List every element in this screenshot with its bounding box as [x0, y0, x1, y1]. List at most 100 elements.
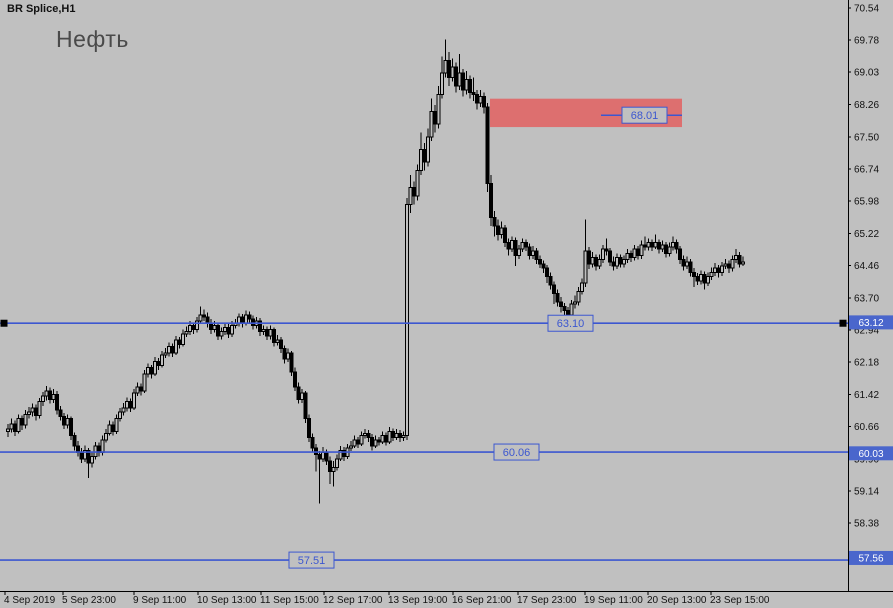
candle	[566, 310, 570, 316]
candle	[331, 466, 336, 473]
candle	[440, 72, 444, 95]
candle	[454, 66, 458, 87]
line-handle-right[interactable]	[839, 319, 847, 327]
candle	[702, 274, 707, 284]
candle	[352, 439, 357, 447]
candle	[69, 418, 73, 437]
candle	[163, 352, 168, 356]
time-axis-label: 10 Sep 13:00	[197, 595, 257, 606]
price-axis-label: 59.14	[854, 487, 879, 498]
candle	[363, 432, 367, 437]
price-axis-label: 68.26	[854, 100, 879, 111]
candle	[534, 250, 539, 261]
candle	[559, 301, 563, 307]
candle	[552, 284, 556, 295]
candle	[34, 407, 38, 417]
candle	[65, 418, 70, 426]
candle	[639, 244, 644, 256]
candle	[142, 373, 147, 392]
price-line-label-box[interactable]	[288, 551, 335, 569]
symbol-timeframe-label: BR Splice,H1	[7, 3, 76, 15]
candle	[608, 250, 612, 263]
candle	[646, 242, 651, 248]
candle	[727, 263, 731, 269]
candle	[492, 216, 497, 227]
price-axis-label: 70.54	[854, 4, 879, 15]
candle	[636, 248, 640, 256]
candle	[415, 170, 420, 197]
price-line-label: 63.10	[557, 318, 585, 330]
candle	[723, 263, 728, 267]
candle	[667, 246, 672, 254]
candle	[41, 395, 45, 403]
candle	[328, 460, 332, 473]
candle	[674, 242, 679, 250]
candle	[244, 314, 248, 324]
candle	[573, 301, 577, 305]
candle	[597, 259, 602, 267]
candle	[657, 242, 661, 250]
candle	[629, 252, 633, 259]
candle	[562, 305, 567, 312]
candle	[146, 367, 150, 375]
candle	[503, 227, 507, 244]
candle	[114, 418, 119, 432]
candle	[618, 257, 623, 265]
candle	[611, 261, 616, 267]
instrument-watermark: Нефть	[56, 26, 129, 52]
candle	[604, 248, 609, 252]
candle	[692, 271, 696, 278]
price-line-label: 57.51	[298, 555, 326, 567]
candle	[149, 367, 154, 375]
time-axis-label: 11 Sep 15:00	[260, 595, 319, 606]
candle	[594, 257, 598, 267]
candle	[177, 339, 182, 345]
price-axis-label: 61.42	[854, 390, 879, 401]
candle	[153, 360, 157, 375]
candle	[118, 411, 122, 420]
candle	[450, 66, 455, 78]
candle	[184, 331, 189, 335]
candle	[216, 324, 220, 337]
price-axis-label: 66.74	[854, 165, 879, 176]
zone-price-label-box[interactable]	[621, 106, 668, 124]
candle	[335, 458, 339, 468]
candle	[191, 324, 196, 331]
candle	[506, 242, 511, 250]
price-axis-label: 65.98	[854, 197, 879, 208]
time-axis-label: 23 Sep 15:00	[710, 595, 770, 606]
time-axis-label: 4 Sep 2019	[4, 595, 56, 606]
axis-price-badge	[849, 550, 893, 565]
candle	[419, 149, 423, 172]
candle	[555, 293, 560, 303]
candle	[387, 430, 392, 443]
price-line-label-box[interactable]	[493, 443, 540, 461]
candle	[373, 439, 378, 447]
price-axis-label: 67.50	[854, 132, 879, 143]
candle	[513, 240, 518, 256]
candle	[429, 110, 434, 138]
candle	[44, 390, 49, 397]
candle	[55, 393, 59, 411]
candle	[653, 242, 658, 248]
candle	[258, 320, 262, 333]
candle	[587, 250, 591, 265]
candle	[356, 439, 360, 445]
candle	[198, 314, 203, 322]
axes-layer	[0, 0, 893, 595]
price-line-label-box[interactable]	[547, 314, 594, 332]
candle	[671, 242, 675, 248]
candle	[9, 423, 14, 430]
line-handle-left[interactable]	[0, 319, 8, 327]
candle	[370, 437, 374, 447]
candle	[261, 329, 266, 333]
candle	[125, 401, 129, 409]
candle	[678, 248, 682, 261]
candle	[664, 244, 668, 254]
time-axis-label: 17 Sep 23:00	[517, 595, 577, 606]
candle	[212, 324, 217, 331]
time-axis-label: 20 Sep 13:00	[647, 595, 707, 606]
price-axis-label: 64.46	[854, 261, 879, 272]
candle	[265, 329, 269, 337]
